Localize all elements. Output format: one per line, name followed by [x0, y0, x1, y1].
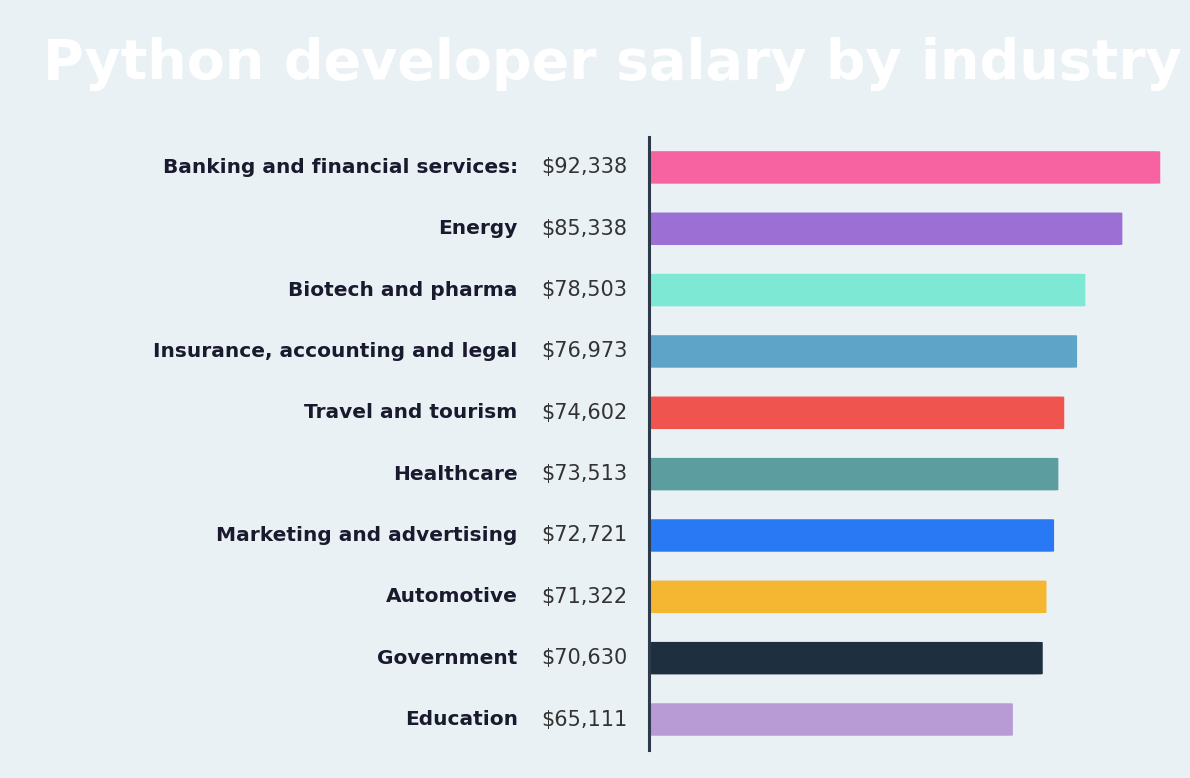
Text: Energy: Energy [438, 219, 518, 238]
Text: $92,338: $92,338 [541, 157, 627, 177]
Text: Education: Education [405, 710, 518, 729]
Text: Marketing and advertising: Marketing and advertising [217, 526, 518, 545]
Text: $76,973: $76,973 [541, 342, 628, 362]
FancyBboxPatch shape [649, 519, 1054, 552]
FancyBboxPatch shape [649, 397, 1064, 429]
Text: Insurance, accounting and legal: Insurance, accounting and legal [154, 342, 518, 361]
FancyBboxPatch shape [649, 458, 1058, 490]
Text: Python developer salary by industry: Python developer salary by industry [44, 37, 1182, 91]
FancyBboxPatch shape [649, 703, 1013, 736]
Text: $74,602: $74,602 [541, 403, 627, 422]
Text: Government: Government [377, 649, 518, 668]
Text: $65,111: $65,111 [541, 710, 627, 730]
Text: $85,338: $85,338 [541, 219, 627, 239]
FancyBboxPatch shape [649, 274, 1085, 307]
FancyBboxPatch shape [649, 580, 1046, 613]
Text: $78,503: $78,503 [541, 280, 627, 300]
FancyBboxPatch shape [649, 212, 1122, 245]
Text: $73,513: $73,513 [541, 464, 627, 484]
Text: $70,630: $70,630 [541, 648, 627, 668]
Text: Banking and financial services:: Banking and financial services: [163, 158, 518, 177]
Text: Biotech and pharma: Biotech and pharma [288, 281, 518, 300]
Text: $71,322: $71,322 [541, 587, 627, 607]
Text: Healthcare: Healthcare [393, 464, 518, 484]
Text: $72,721: $72,721 [541, 525, 627, 545]
FancyBboxPatch shape [649, 642, 1042, 675]
Text: Travel and tourism: Travel and tourism [305, 403, 518, 422]
FancyBboxPatch shape [649, 335, 1077, 368]
FancyBboxPatch shape [649, 151, 1160, 184]
Text: Automotive: Automotive [386, 587, 518, 606]
